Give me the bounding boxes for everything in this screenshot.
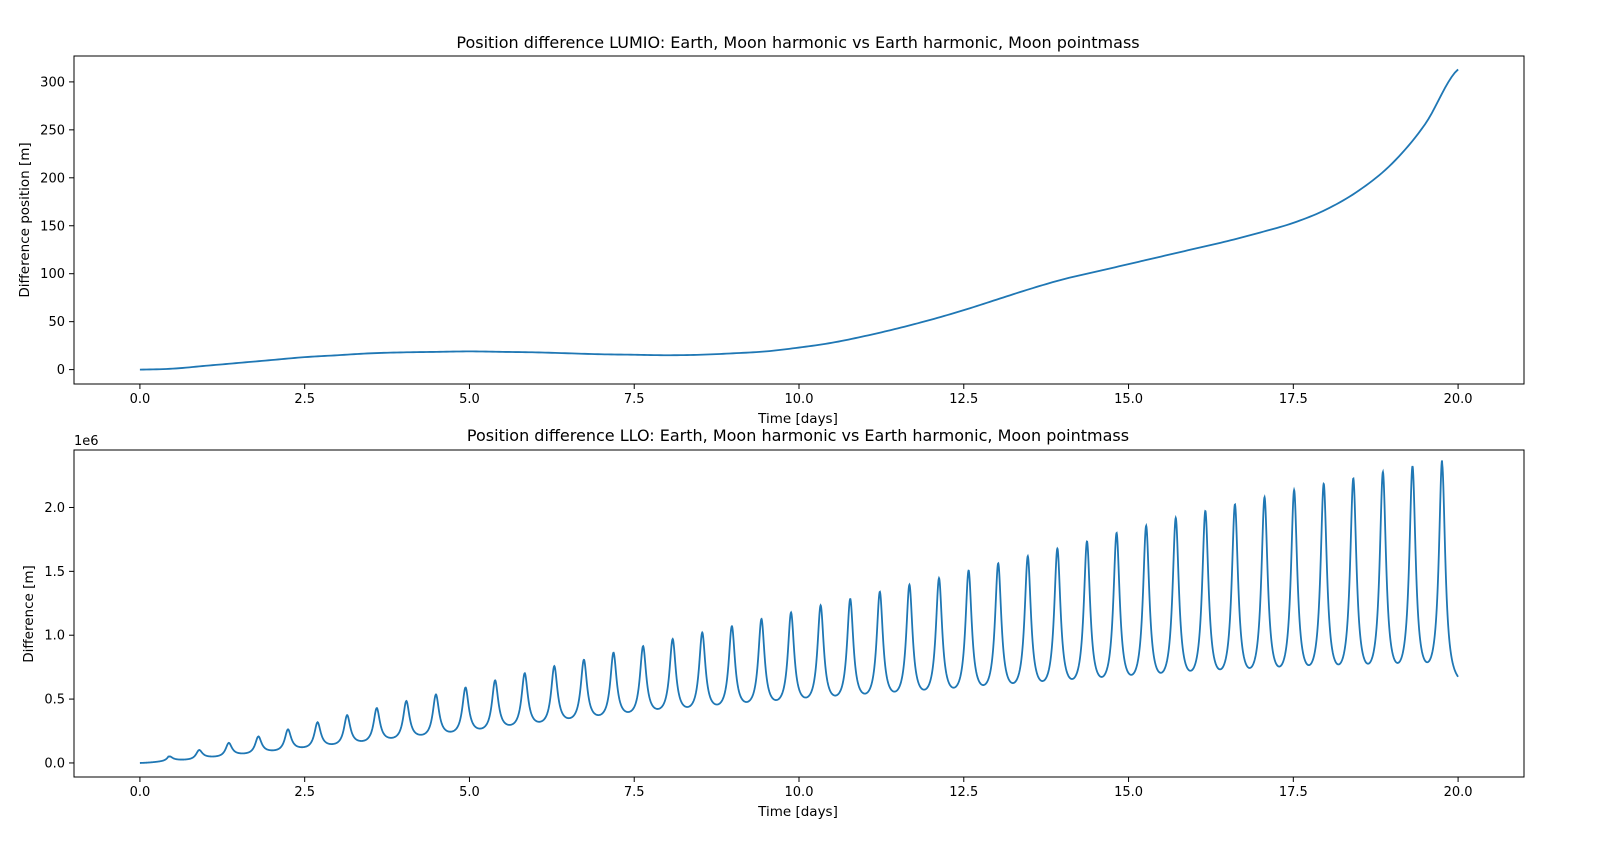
lumio-plot-frame	[73, 55, 1525, 385]
llo-plot-frame	[73, 449, 1525, 778]
y-tick-label: 250	[40, 123, 65, 138]
llo-y-axis-label: Difference [m]	[21, 565, 37, 663]
llo-y-axis: 0.0 0.5 1.0 1.5 2.0	[44, 501, 74, 771]
y-tick-label: 150	[40, 219, 65, 234]
x-tick-label: 17.5	[1279, 785, 1308, 800]
llo-subplot: Position difference LLO: Earth, Moon har…	[21, 426, 1525, 820]
x-tick-label: 5.0	[459, 785, 480, 800]
lumio-x-axis-label: Time [days]	[757, 411, 838, 427]
y-tick-label: 200	[40, 171, 65, 186]
y-tick-label: 1.5	[44, 565, 65, 580]
llo-x-axis: 0.0 2.5 5.0 7.5 10.0 12.5 15.0 17.5 20.0	[130, 777, 1473, 800]
y-tick-label: 300	[40, 75, 65, 90]
llo-difference-line	[139, 460, 1459, 764]
x-tick-label: 15.0	[1114, 785, 1143, 800]
y-tick-label: 0	[57, 363, 65, 378]
y-tick-label: 2.0	[44, 501, 65, 516]
y-tick-label: 0.5	[44, 693, 65, 708]
lumio-y-axis-label: Difference position [m]	[17, 142, 33, 297]
y-tick-label: 100	[40, 267, 65, 282]
x-tick-label: 12.5	[949, 785, 978, 800]
lumio-difference-line	[139, 68, 1459, 371]
x-tick-label: 20.0	[1444, 785, 1473, 800]
x-tick-label: 10.0	[785, 785, 814, 800]
llo-x-axis-label: Time [days]	[757, 804, 838, 820]
lumio-x-axis: 0.0 2.5 5.0 7.5 10.0 12.5 15.0 17.5 20.0	[130, 384, 1473, 407]
x-tick-label: 7.5	[624, 392, 645, 407]
x-tick-label: 15.0	[1114, 392, 1143, 407]
x-tick-label: 20.0	[1444, 392, 1473, 407]
x-tick-label: 2.5	[294, 392, 315, 407]
x-tick-label: 5.0	[459, 392, 480, 407]
lumio-y-axis: 0 50 100 150 200 250 300	[40, 75, 74, 378]
y-tick-label: 0.0	[44, 756, 65, 771]
x-tick-label: 0.0	[130, 785, 151, 800]
lumio-chart-title: Position difference LUMIO: Earth, Moon h…	[456, 33, 1139, 52]
y-tick-label: 50	[48, 315, 65, 330]
llo-chart-title: Position difference LLO: Earth, Moon har…	[467, 426, 1129, 445]
lumio-subplot: Position difference LUMIO: Earth, Moon h…	[17, 33, 1525, 427]
x-tick-label: 17.5	[1279, 392, 1308, 407]
x-tick-label: 10.0	[785, 392, 814, 407]
x-tick-label: 12.5	[949, 392, 978, 407]
x-tick-label: 2.5	[294, 785, 315, 800]
llo-y-offset-label: 1e6	[74, 434, 99, 449]
x-tick-label: 0.0	[130, 392, 151, 407]
x-tick-label: 7.5	[624, 785, 645, 800]
y-tick-label: 1.0	[44, 629, 65, 644]
